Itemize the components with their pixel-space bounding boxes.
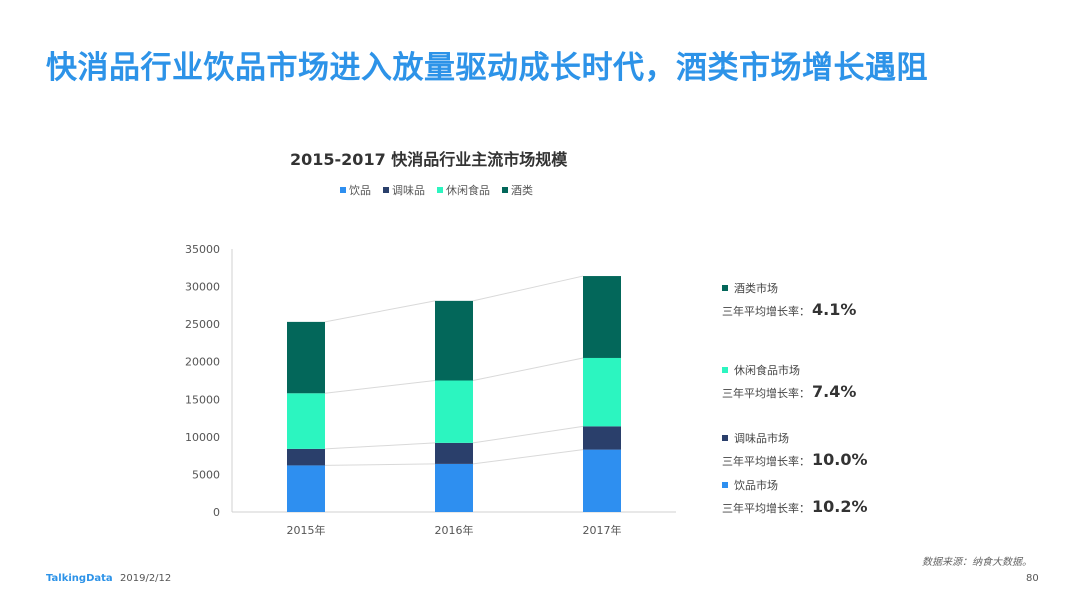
legend-label-liquor: 酒类 — [511, 184, 533, 197]
growth-rate-label-liquor: 三年平均增长率： — [722, 305, 810, 318]
growth-item-liquor: 酒类市场 三年平均增长率： 4.1% — [722, 280, 942, 319]
growth-rate-value-condiments: 10.0% — [812, 450, 868, 469]
legend-swatch-condiments — [383, 187, 389, 193]
connector-line — [324, 380, 436, 394]
connector-line — [472, 425, 584, 444]
growth-label-drinks: 饮品市场 — [734, 479, 778, 492]
growth-rate-label-condiments: 三年平均增长率： — [722, 455, 810, 468]
bar-segment — [583, 357, 621, 427]
legend-label-snacks: 休闲食品 — [446, 184, 490, 197]
growth-swatch-liquor — [722, 285, 728, 291]
legend-swatch-snacks — [437, 187, 443, 193]
x-tick-label: 2015年 — [287, 523, 326, 537]
x-tick-label: 2016年 — [435, 523, 474, 537]
growth-rate-value-snacks: 7.4% — [812, 382, 857, 401]
legend-item-snacks: 休闲食品 — [437, 182, 490, 198]
chart-title: 2015-2017 快消品行业主流市场规模 — [290, 150, 568, 169]
y-tick-label: 30000 — [185, 281, 220, 294]
legend-item-drinks: 饮品 — [340, 182, 371, 198]
slide-title: 快消品行业饮品市场进入放量驱动成长时代，酒类市场增长遇阻 — [46, 50, 928, 86]
connector-line — [472, 275, 584, 302]
growth-swatch-condiments — [722, 435, 728, 441]
bar-segment — [287, 465, 325, 512]
bar-segment — [287, 393, 325, 449]
y-tick-label: 20000 — [185, 356, 220, 369]
data-source-note: 数据来源：纳食大数据。 — [922, 557, 1032, 568]
growth-rate-value-drinks: 10.2% — [812, 497, 868, 516]
bar-segment — [583, 449, 621, 512]
bar-segment — [435, 380, 473, 443]
bar-segment — [287, 321, 325, 394]
growth-rate-value-liquor: 4.1% — [812, 300, 857, 319]
connector-line — [324, 463, 436, 466]
y-tick-label: 5000 — [192, 468, 220, 481]
legend-label-condiments: 调味品 — [392, 184, 425, 197]
growth-item-condiments: 调味品市场 三年平均增长率： 10.0% — [722, 430, 942, 469]
bar-segment — [435, 463, 473, 512]
page-number: 80 — [1026, 573, 1039, 584]
y-tick-label: 25000 — [185, 318, 220, 331]
connector-line — [324, 300, 436, 323]
x-tick-label: 2017年 — [583, 523, 622, 537]
growth-item-snacks: 休闲食品市场 三年平均增长率： 7.4% — [722, 362, 942, 401]
bar-segment — [287, 448, 325, 466]
growth-label-snacks: 休闲食品市场 — [734, 364, 800, 377]
brand-logo: TalkingData — [46, 573, 113, 584]
growth-swatch-snacks — [722, 367, 728, 373]
footer-date: 2019/2/12 — [120, 573, 172, 584]
connector-line — [324, 442, 436, 450]
legend-swatch-liquor — [502, 187, 508, 193]
y-tick-label: 10000 — [185, 431, 220, 444]
bar-segment — [583, 276, 621, 358]
bar-segment — [583, 426, 621, 450]
y-tick-label: 35000 — [185, 243, 220, 256]
legend-swatch-drinks — [340, 187, 346, 193]
connector-line — [472, 357, 584, 381]
growth-swatch-drinks — [722, 482, 728, 488]
legend-item-condiments: 调味品 — [383, 182, 425, 198]
growth-label-liquor: 酒类市场 — [734, 282, 778, 295]
bar-segment — [435, 300, 473, 381]
bar-segment — [435, 442, 473, 464]
legend-item-liquor: 酒类 — [502, 182, 533, 198]
growth-label-condiments: 调味品市场 — [734, 432, 789, 445]
growth-rate-label-drinks: 三年平均增长率： — [722, 502, 810, 515]
y-tick-label: 15000 — [185, 393, 220, 406]
y-tick-label: 0 — [213, 506, 220, 519]
chart-legend: 饮品 调味品 休闲食品 酒类 — [340, 182, 533, 198]
growth-item-drinks: 饮品市场 三年平均增长率： 10.2% — [722, 477, 942, 516]
growth-rate-label-snacks: 三年平均增长率： — [722, 387, 810, 400]
legend-label-drinks: 饮品 — [349, 184, 371, 197]
connector-line — [472, 449, 584, 465]
